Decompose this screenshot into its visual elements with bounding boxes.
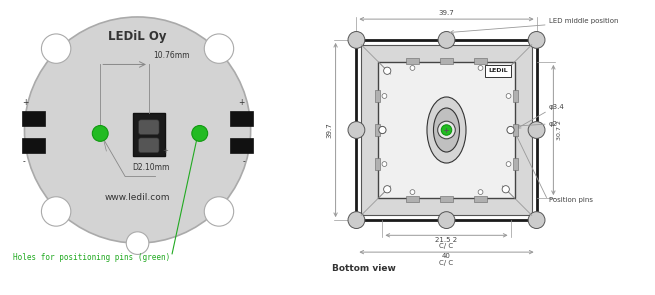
Text: 39.7: 39.7	[326, 122, 332, 138]
Bar	[513, 124, 519, 136]
Text: +: +	[22, 99, 29, 107]
Text: LED middle position: LED middle position	[549, 18, 618, 24]
Circle shape	[438, 32, 455, 48]
Bar	[133, 113, 164, 156]
Ellipse shape	[427, 97, 466, 163]
Bar	[440, 58, 453, 64]
Circle shape	[384, 186, 391, 193]
Bar	[513, 90, 519, 102]
Circle shape	[382, 162, 387, 166]
Text: φ3.4: φ3.4	[549, 104, 565, 110]
Text: -: -	[242, 157, 245, 166]
Circle shape	[126, 232, 149, 254]
Bar	[375, 124, 380, 136]
Bar	[406, 58, 419, 64]
Circle shape	[438, 212, 455, 229]
Text: C/ C: C/ C	[440, 260, 453, 266]
FancyBboxPatch shape	[139, 120, 159, 135]
Text: 30.7 2: 30.7 2	[557, 120, 561, 140]
Bar	[406, 196, 419, 202]
Bar	[375, 90, 380, 102]
Bar	[231, 111, 253, 126]
Bar	[440, 196, 453, 202]
Text: 40: 40	[442, 253, 451, 259]
Text: Holes for positioning pins (green): Holes for positioning pins (green)	[13, 253, 170, 262]
Circle shape	[384, 67, 391, 74]
Circle shape	[502, 186, 510, 193]
Circle shape	[506, 94, 511, 99]
Circle shape	[410, 190, 415, 194]
Text: www.ledil.com: www.ledil.com	[105, 194, 170, 202]
Circle shape	[438, 121, 455, 139]
Bar	[22, 111, 45, 126]
Circle shape	[348, 212, 365, 229]
Circle shape	[24, 17, 251, 243]
Circle shape	[204, 197, 234, 226]
Bar	[474, 58, 487, 64]
Circle shape	[441, 125, 452, 135]
Text: 39.7: 39.7	[439, 10, 455, 16]
Bar	[375, 158, 380, 171]
Circle shape	[478, 190, 483, 194]
FancyBboxPatch shape	[139, 138, 159, 153]
Circle shape	[528, 122, 545, 138]
Circle shape	[528, 212, 545, 229]
Text: +: +	[238, 99, 245, 107]
Text: LEDiL Oy: LEDiL Oy	[108, 30, 167, 43]
Text: φ2: φ2	[549, 121, 557, 127]
Text: 10.76mm: 10.76mm	[153, 51, 190, 60]
Circle shape	[192, 126, 208, 141]
Circle shape	[204, 34, 234, 63]
Circle shape	[92, 126, 108, 141]
Circle shape	[41, 197, 71, 226]
Text: C/ C: C/ C	[440, 243, 453, 249]
Bar	[513, 158, 519, 171]
Circle shape	[41, 34, 71, 63]
Ellipse shape	[434, 108, 460, 152]
Circle shape	[410, 65, 415, 70]
Text: Bottom view: Bottom view	[332, 264, 396, 273]
Circle shape	[379, 127, 386, 134]
Circle shape	[382, 94, 387, 99]
Circle shape	[502, 67, 510, 74]
Circle shape	[348, 122, 365, 138]
Bar	[231, 138, 253, 153]
Circle shape	[478, 65, 483, 70]
Text: D2.10mm: D2.10mm	[132, 163, 169, 172]
Text: LEDiL: LEDiL	[489, 68, 508, 73]
Bar	[379, 62, 515, 198]
FancyBboxPatch shape	[485, 65, 512, 77]
Bar	[361, 45, 532, 215]
Text: +: +	[162, 148, 168, 154]
Circle shape	[528, 32, 545, 48]
Text: -: -	[22, 157, 25, 166]
Bar	[22, 138, 45, 153]
Circle shape	[507, 127, 514, 134]
Circle shape	[348, 32, 365, 48]
Circle shape	[506, 162, 511, 166]
Bar	[356, 40, 536, 220]
Text: Position pins: Position pins	[549, 197, 593, 203]
Bar	[474, 196, 487, 202]
Text: 21.5 2: 21.5 2	[436, 237, 458, 242]
